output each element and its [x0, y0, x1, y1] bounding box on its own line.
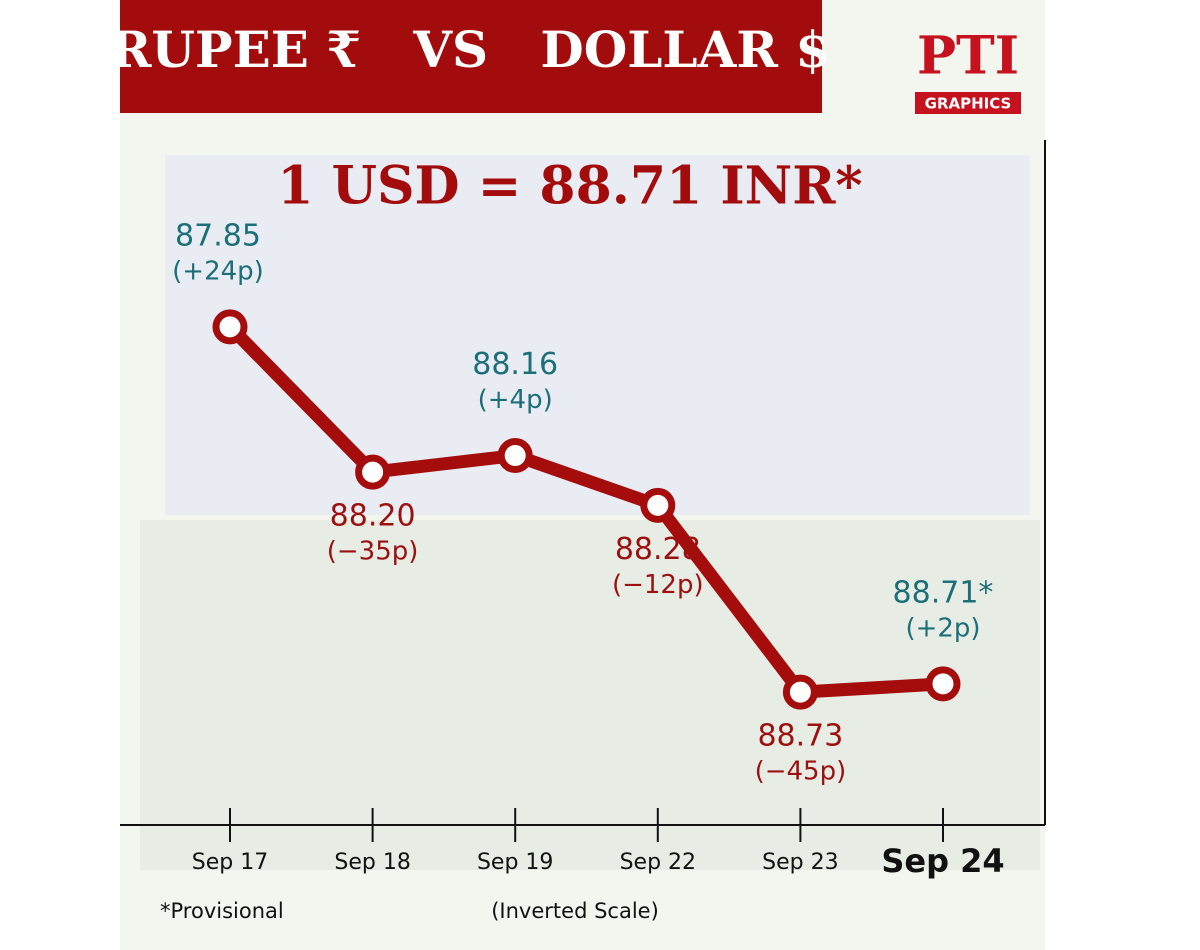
value-label: 88.16 [472, 347, 558, 382]
change-label: (+4p) [478, 385, 553, 415]
change-label: (−12p) [612, 570, 704, 600]
value-label: 88.20 [330, 499, 416, 534]
point [782, 674, 818, 710]
change-label: (+2p) [905, 613, 980, 643]
value-label: 88.73 [757, 719, 843, 754]
x-tick-label: Sep 18 [334, 850, 410, 875]
point [355, 454, 391, 490]
value-label: 88.28 [615, 532, 701, 567]
x-tick-label: Sep 17 [192, 850, 268, 875]
x-tick-label: Sep 24 [881, 842, 1004, 880]
change-label: (+24p) [172, 256, 264, 286]
footnote: *Provisional [160, 899, 284, 923]
value-label: 87.85 [175, 218, 261, 253]
point [212, 309, 248, 345]
change-label: (−45p) [755, 757, 847, 787]
logo-band [915, 92, 1021, 114]
logo: PTI [917, 26, 1019, 87]
point [925, 666, 961, 702]
header-band [120, 0, 822, 113]
x-tick-label: Sep 23 [762, 850, 838, 875]
point [640, 487, 676, 523]
value-label: 88.71* [893, 575, 994, 610]
chart-title: RUPEE ₹ VS DOLLAR $ [110, 20, 830, 79]
scale-note: (Inverted Scale) [491, 899, 659, 923]
dollar-note [140, 520, 1040, 870]
change-label: (−35p) [327, 537, 419, 567]
headline: 1 USD = 88.71 INR* [277, 156, 862, 217]
x-tick-label: Sep 22 [620, 850, 696, 875]
point [497, 438, 533, 474]
rupee-note [165, 155, 1030, 515]
logo-caption: GRAPHICS [925, 95, 1012, 113]
x-tick-label: Sep 19 [477, 850, 553, 875]
line [225, 322, 944, 699]
